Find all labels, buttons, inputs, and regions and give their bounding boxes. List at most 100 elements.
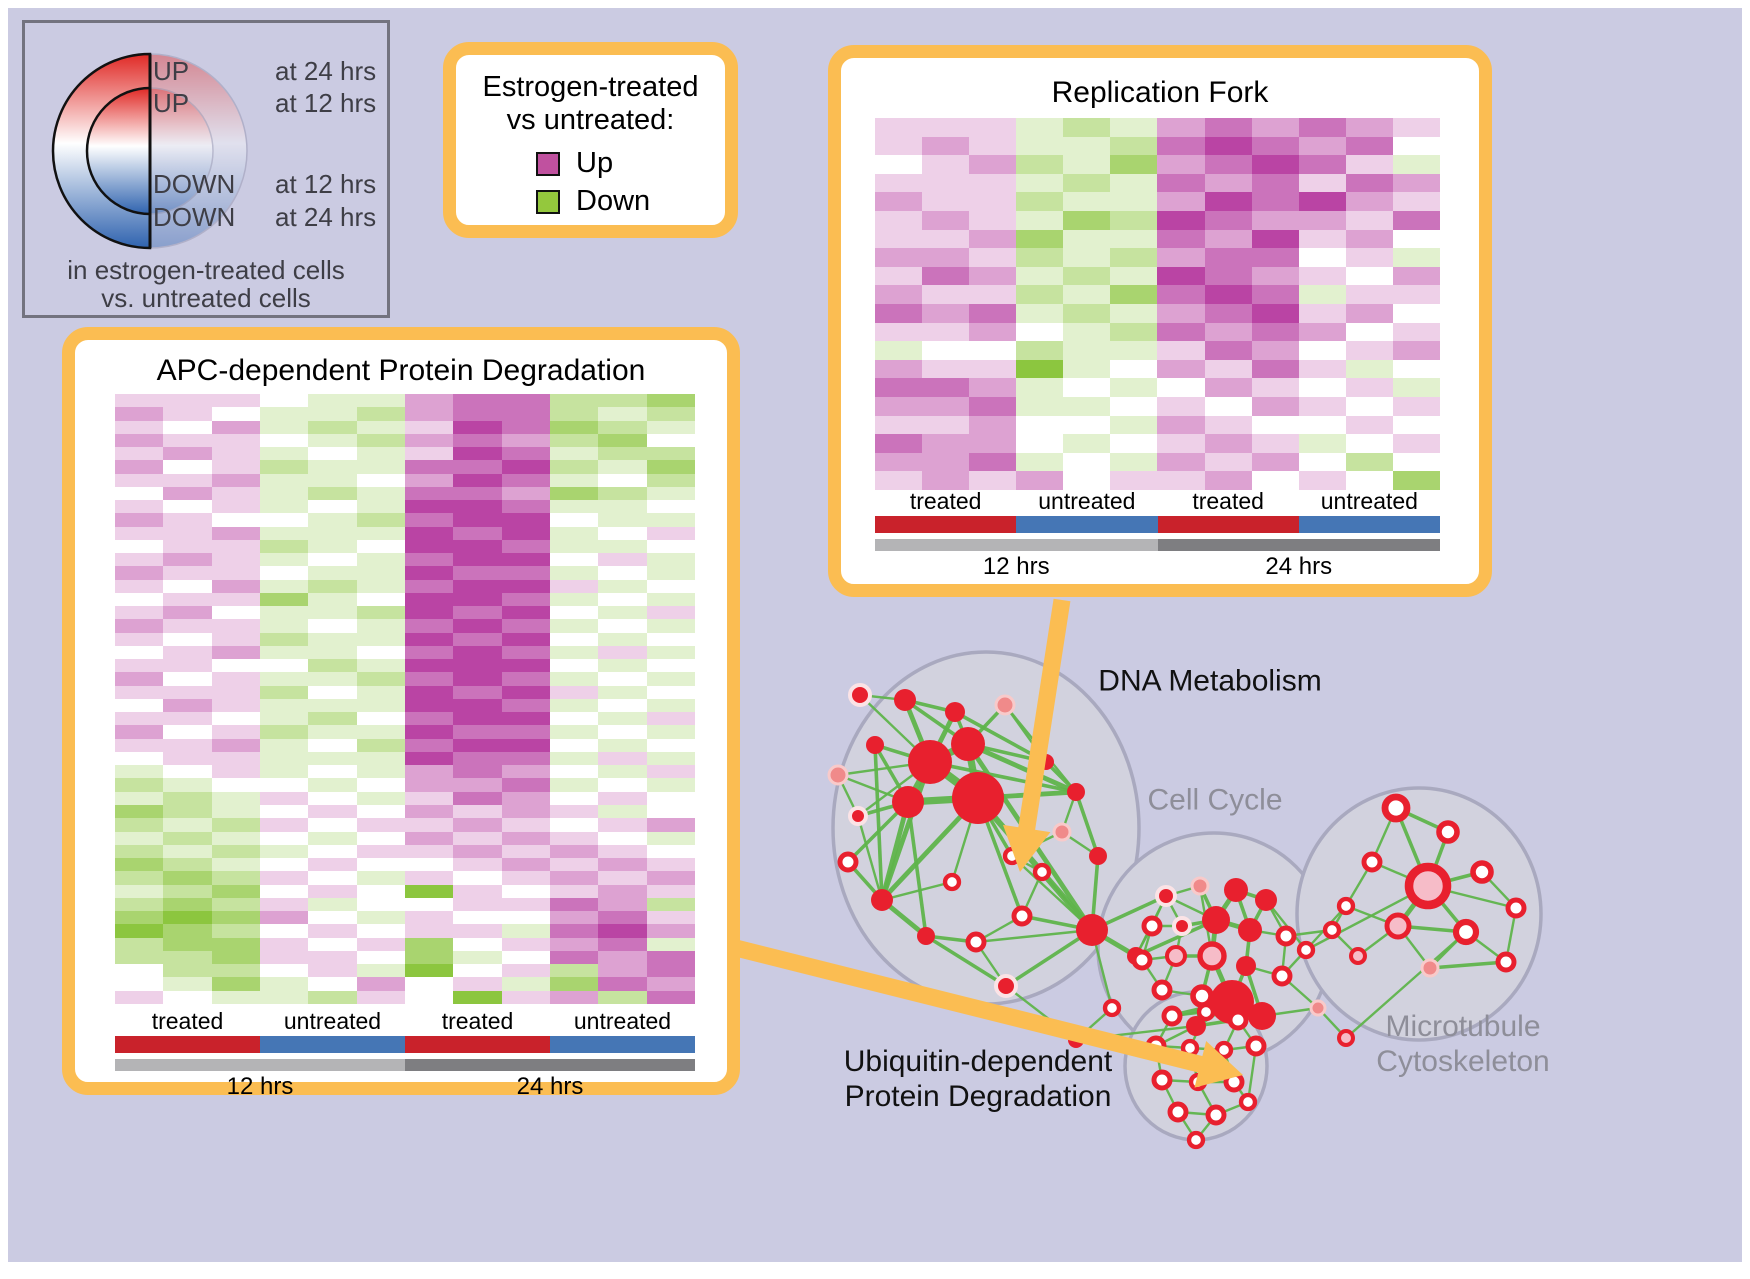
apc-heatmap-cell: [308, 433, 357, 447]
rf-heatmap-cell: [1157, 471, 1205, 490]
apc-heatmap-cell: [646, 765, 695, 779]
apc-heatmap-cell: [646, 791, 695, 806]
apc-heatmap-cell: [598, 447, 647, 461]
apc-heatmap-cell: [356, 871, 405, 885]
cluster-label-cell-cycle: Cell Cycle: [1147, 783, 1282, 818]
rf-heatmap-cell: [1298, 378, 1346, 397]
rf-heatmap-cell: [1204, 155, 1252, 174]
network-edge: [906, 801, 928, 937]
rf-heatmap-cell: [1016, 285, 1064, 304]
apc-heatmap-cell: [549, 698, 599, 713]
apc-heatmap-cell: [308, 897, 357, 912]
apc-heatmap-cell: [308, 977, 357, 991]
apc-heatmap-cell: [115, 539, 164, 553]
up-label: Up: [576, 147, 614, 179]
rf-heatmap-cell: [1298, 303, 1346, 323]
apc-heatmap-cell: [259, 725, 309, 739]
apc-heatmap-cell: [163, 725, 212, 739]
rf-heatmap-cell: [1110, 322, 1158, 342]
apc-heatmap-cell: [646, 698, 695, 713]
network-node: [1349, 947, 1367, 965]
apc-heatmap-cell: [501, 712, 550, 726]
apc-heatmap-cell: [308, 964, 357, 978]
rf-heatmap-cell: [1251, 136, 1299, 156]
apc-heatmap-cell: [549, 500, 599, 514]
rf-heatmap-cell: [1345, 192, 1393, 211]
apc-heatmap-cell: [356, 897, 405, 912]
apc-heatmap-cell: [211, 950, 260, 965]
apc-heatmap-cell: [598, 844, 647, 859]
rf-heatmap-cell: [1110, 173, 1158, 193]
apc-heatmap-cell: [549, 738, 599, 752]
apc-heatmap-cell: [308, 844, 357, 859]
rf-heatmap-cell: [1157, 192, 1205, 211]
network-node: [1202, 906, 1230, 934]
apc-heatmap-cell: [501, 685, 550, 699]
updown-row1-time: at 24 hrs: [275, 56, 377, 86]
rf-heatmap-cell: [922, 266, 970, 286]
rf-heatmap-cell: [1016, 359, 1064, 379]
apc-heatmap-cell: [259, 937, 309, 951]
apc-heatmap-cell: [115, 473, 164, 487]
network-edge: [1074, 791, 1100, 857]
apc-heatmap-cell: [598, 911, 647, 925]
apc-heatmap-cell: [549, 486, 599, 500]
rf-heatmap-cell: [875, 471, 923, 490]
network-node: [1271, 965, 1293, 987]
rf-heatmap-cell: [969, 136, 1017, 156]
apc-heatmap-cell: [308, 672, 357, 686]
apc-heatmap-cell: [501, 659, 550, 673]
apc-heatmap-cell: [115, 738, 164, 752]
rf-heatmap-cell: [1251, 415, 1299, 435]
apc-heatmap-cell: [549, 725, 599, 739]
network-node: [1032, 862, 1052, 882]
apc-heatmap-cell: [501, 964, 550, 978]
apc-heatmap-cell: [211, 632, 260, 646]
rf-heatmap-cell: [969, 378, 1017, 397]
apc-heatmap-cell: [356, 844, 405, 859]
apc-heatmap-cell: [259, 685, 309, 699]
apc-heatmap-cell: [453, 950, 502, 965]
rf-heatmap-cell: [1298, 173, 1346, 193]
apc-heatmap-cell: [163, 566, 212, 580]
apc-heatmap-cell: [404, 778, 454, 792]
cluster-label-line: Cytoskeleton: [1376, 1045, 1550, 1078]
apc-heatmap-cell: [646, 712, 695, 726]
apc-heatmap-cell: [115, 791, 164, 806]
rf-heatmap-cell: [1063, 396, 1111, 416]
apc-heatmap-cell: [163, 831, 212, 845]
apc-heatmap-cell: [646, 579, 695, 593]
time-bar-segment: [1157, 539, 1440, 551]
apc-heatmap-cell: [598, 486, 647, 500]
apc-heatmap-cell: [308, 858, 357, 872]
apc-heatmap-cell: [549, 672, 599, 686]
network-node: [1089, 847, 1107, 865]
apc-heatmap-cell: [598, 513, 647, 527]
network-node: [1186, 1130, 1206, 1150]
apc-heatmap-cell: [404, 553, 454, 567]
apc-heatmap-cell: [501, 990, 550, 1004]
rf-heatmap-cell: [1063, 266, 1111, 286]
rf-heatmap-cell: [922, 396, 970, 416]
rf-heatmap-cell: [1204, 415, 1252, 435]
time-label: 24 hrs: [516, 1073, 584, 1100]
apc-heatmap-cell: [356, 805, 405, 819]
apc-heatmap-cell: [501, 447, 550, 461]
rf-heatmap-cell: [922, 434, 970, 453]
apc-heatmap-cell: [356, 818, 405, 832]
condition-labels: treated untreated treated untreated: [115, 1008, 695, 1034]
rf-heatmap-cell: [1251, 378, 1299, 397]
apc-heatmap-cell: [549, 407, 599, 421]
network-node: [1336, 896, 1356, 916]
apc-heatmap-cell: [404, 606, 454, 620]
apc-heatmap-cell: [115, 500, 164, 514]
apc-heatmap-cell: [453, 433, 502, 447]
apc-heatmap-cell: [308, 539, 357, 553]
apc-heatmap-cell: [404, 990, 454, 1004]
apc-heatmap-cell: [356, 632, 405, 646]
apc-heatmap-cell: [115, 977, 164, 991]
apc-heatmap-cell: [453, 632, 502, 646]
rf-heatmap-cell: [969, 248, 1017, 267]
network-node: [1196, 1002, 1216, 1022]
apc-heatmap-cell: [549, 805, 599, 819]
